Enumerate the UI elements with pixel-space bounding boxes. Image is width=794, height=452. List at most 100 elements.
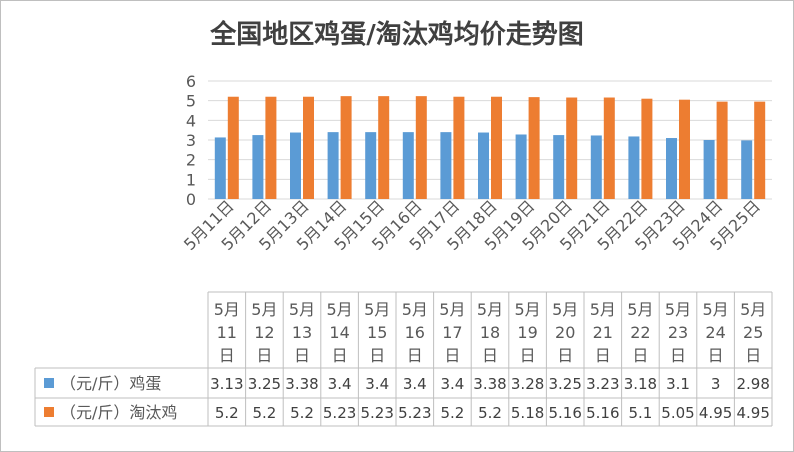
table-header-cell: 14 xyxy=(329,323,349,342)
data-label: 5.2 xyxy=(252,404,276,422)
table-header-cell: 日 xyxy=(369,346,385,365)
data-label: 5.05 xyxy=(661,404,694,422)
table-header-cell: 16 xyxy=(405,323,425,342)
bar-culled-hen xyxy=(340,96,352,199)
table-header-cell: 13 xyxy=(292,323,312,342)
table-header-cell: 5月 xyxy=(289,300,315,319)
bar-culled-hen xyxy=(716,101,728,199)
bar-egg xyxy=(327,132,339,199)
bar-egg xyxy=(365,132,377,199)
bar-culled-hen xyxy=(265,96,277,199)
bar-culled-hen xyxy=(453,96,465,199)
data-label: 2.98 xyxy=(736,375,769,393)
table-header-cell: 12 xyxy=(254,323,274,342)
data-table: 5月 11 日 5月 12 日 5月 13 日 5月 14 日 5月 15 日 5月 16 日 5月 17 日 5月 18 日… xyxy=(34,291,773,427)
table-header-cell: 5月 xyxy=(665,300,691,319)
bar-culled-hen xyxy=(303,96,314,199)
table-header-cell: 日 xyxy=(294,346,310,365)
table-header-cell: 日 xyxy=(332,346,348,365)
legend-key xyxy=(44,378,54,388)
data-label: 5.1 xyxy=(628,404,652,422)
table-header-cell: 25 xyxy=(743,323,763,342)
bars xyxy=(214,96,766,199)
table-header-cell: 11 xyxy=(217,323,237,342)
x-axis-ticks: 5月11日5月12日5月13日5月14日5月15日5月16日5月17日5月18日… xyxy=(180,196,764,254)
data-label: 4.95 xyxy=(736,404,769,422)
bar-egg xyxy=(515,134,527,199)
table-header-cell: 21 xyxy=(593,323,613,342)
data-label: 3.25 xyxy=(548,375,581,393)
data-label: 5.23 xyxy=(323,404,356,422)
y-tick-label: 3 xyxy=(186,131,196,150)
data-label: 5.2 xyxy=(290,404,314,422)
table-header-cell: 5月 xyxy=(439,300,465,319)
bar-egg xyxy=(666,138,677,199)
table-header-cell: 23 xyxy=(668,323,688,342)
data-label: 5.2 xyxy=(440,404,464,422)
data-label: 3.13 xyxy=(210,375,243,393)
table-header-cell: 5月 xyxy=(477,300,503,319)
data-label: 5.23 xyxy=(398,404,431,422)
bar-culled-hen xyxy=(603,97,615,199)
table-header-cell: 5月 xyxy=(740,300,766,319)
legend-label: （元/斤）鸡蛋 xyxy=(60,374,161,393)
y-tick-label: 2 xyxy=(186,151,196,170)
table-header-cell: 日 xyxy=(256,346,272,365)
table-header-cell: 日 xyxy=(632,346,648,365)
data-label: 3.4 xyxy=(440,375,464,393)
table-header-cell: 日 xyxy=(708,346,724,365)
bar-egg xyxy=(290,132,301,199)
bar-egg xyxy=(590,135,602,199)
data-label: 5.2 xyxy=(478,404,502,422)
chart-title: 全国地区鸡蛋/淘汰鸡均价走势图 xyxy=(210,20,584,50)
table-header-cell: 15 xyxy=(367,323,387,342)
data-label: 3 xyxy=(711,375,721,393)
legend-label: （元/斤）淘汰鸡 xyxy=(60,403,177,422)
bar-culled-hen xyxy=(754,101,766,199)
bar-egg xyxy=(553,135,565,199)
data-label: 5.16 xyxy=(548,404,581,422)
data-label: 3.18 xyxy=(624,375,657,393)
table-header-cell: 20 xyxy=(555,323,575,342)
data-label: 3.4 xyxy=(328,375,352,393)
table-header-cell: 日 xyxy=(595,346,611,365)
data-label: 3.4 xyxy=(403,375,427,393)
table-header-cell: 日 xyxy=(219,346,235,365)
bar-egg xyxy=(628,136,640,199)
data-label: 3.28 xyxy=(511,375,544,393)
bar-egg xyxy=(402,132,414,199)
data-label: 5.23 xyxy=(360,404,393,422)
table-header-cell: 5月 xyxy=(590,300,616,319)
table-header-cell: 日 xyxy=(444,346,460,365)
data-label: 3.38 xyxy=(285,375,318,393)
table-header-cell: 5月 xyxy=(552,300,578,319)
bar-egg xyxy=(478,132,489,199)
table-header-cell: 5月 xyxy=(703,300,729,319)
bar-egg xyxy=(214,137,226,199)
bar-culled-hen xyxy=(491,96,502,199)
bar-egg xyxy=(703,140,715,199)
table-header-cell: 5月 xyxy=(627,300,653,319)
bar-culled-hen xyxy=(227,96,239,199)
table-header-cell: 日 xyxy=(520,346,536,365)
data-label: 5.16 xyxy=(586,404,619,422)
table-header-cell: 日 xyxy=(557,346,573,365)
bar-egg xyxy=(440,132,452,199)
table-header-cell: 日 xyxy=(407,346,423,365)
bar-egg xyxy=(741,140,753,199)
bar-culled-hen xyxy=(378,96,390,199)
data-label: 5.2 xyxy=(215,404,239,422)
table-header-cell: 18 xyxy=(480,323,500,342)
bar-egg xyxy=(252,135,264,199)
data-label: 5.18 xyxy=(511,404,544,422)
table-header-cell: 17 xyxy=(442,323,462,342)
table-header-cell: 日 xyxy=(670,346,686,365)
bar-culled-hen xyxy=(641,98,653,199)
data-label: 3.23 xyxy=(586,375,619,393)
data-label: 3.1 xyxy=(666,375,690,393)
table-header-cell: 日 xyxy=(482,346,498,365)
table-header-cell: 日 xyxy=(745,346,761,365)
bar-culled-hen xyxy=(415,96,427,199)
